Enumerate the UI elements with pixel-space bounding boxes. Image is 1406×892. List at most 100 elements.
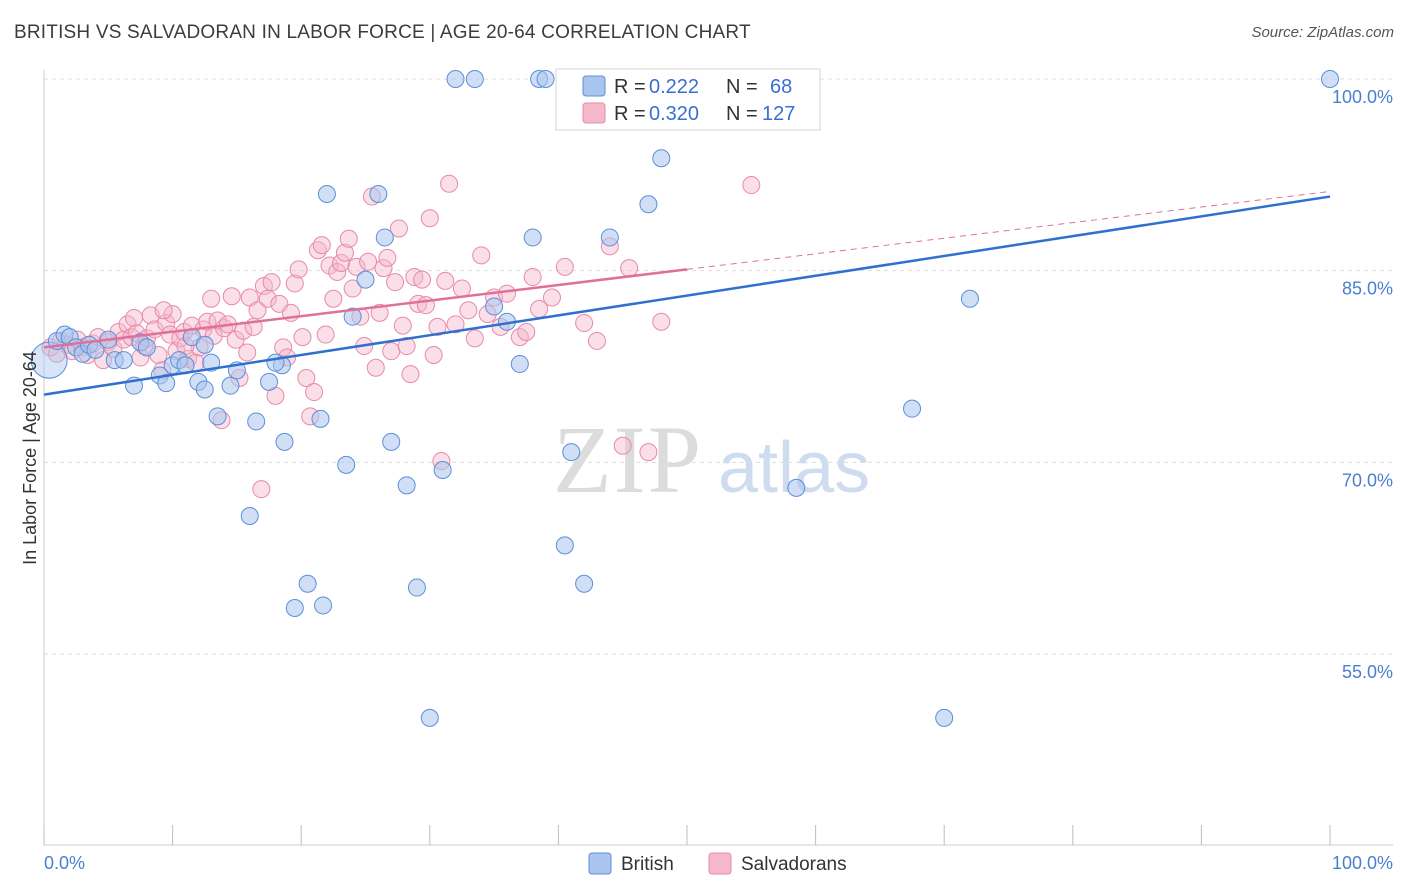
bottom-legend-british-label[interactable]: British (621, 854, 674, 875)
salvadoran-point-69 (316, 325, 335, 344)
british-point-59 (652, 149, 671, 168)
british-point-67 (195, 335, 214, 354)
y-axis-title: In Labor Force | Age 20-64 (20, 351, 40, 565)
salvadoran-point-80 (359, 252, 378, 271)
salvadoran-point-113 (523, 268, 542, 287)
salvadoran-point-82 (366, 358, 385, 377)
british-point-48 (485, 297, 504, 316)
british-point-32 (298, 574, 317, 593)
salvadoran-point-58 (274, 338, 293, 357)
salvadoran-point-55 (262, 273, 281, 292)
legend-salvadoran-n-value: 127 (762, 103, 795, 125)
british-point-37 (343, 307, 362, 326)
salvadoran-point-121 (620, 259, 639, 278)
salvadoran-point-74 (335, 243, 354, 262)
british-trend-line (43, 195, 1331, 396)
x-tick-label-right: 100.0% (1332, 853, 1393, 873)
salvadoran-point-110 (497, 284, 516, 303)
british-point-46 (446, 70, 465, 88)
salvadoran-point-52 (252, 480, 271, 499)
british-point-43 (407, 578, 426, 597)
legend-british-r-label: R = (614, 76, 646, 98)
salvadoran-point-123 (652, 312, 671, 331)
salvadoran-point-103 (452, 279, 471, 298)
salvadoran-point-126 (154, 301, 173, 320)
salvadoran-point-115 (542, 288, 561, 307)
british-point-44 (420, 708, 439, 727)
british-point-45 (433, 461, 452, 479)
british-point-27 (247, 412, 266, 431)
bottom-legend-british-swatch[interactable] (588, 852, 612, 875)
british-point-66 (266, 353, 285, 372)
salvadoran-point-64 (297, 369, 316, 387)
y-tick-label-0: 100.0% (1332, 87, 1393, 107)
salvadoran-point-84 (374, 259, 393, 278)
british-point-38 (356, 270, 375, 289)
salvadoran-point-98 (428, 317, 447, 336)
bottom-legend-salvadoran-label[interactable]: Salvadorans (741, 854, 847, 875)
salvadoran-point-38 (202, 289, 221, 308)
salvadoran-trend-line (43, 268, 688, 349)
british-point-28 (260, 372, 279, 391)
british-point-31 (285, 599, 304, 617)
british-point-36 (337, 455, 356, 474)
salvadoran-point-96 (420, 209, 439, 228)
watermark-zip: ZIP (553, 406, 703, 513)
salvadoran-point-71 (324, 289, 343, 308)
salvadoran-point-63 (293, 328, 312, 347)
chart-source: Source: ZipAtlas.com (1251, 24, 1394, 41)
british-point-51 (523, 228, 542, 247)
salvadoran-point-44 (222, 287, 241, 306)
salvadoran-point-62 (289, 260, 308, 279)
british-points (30, 70, 1339, 727)
british-point-34 (314, 596, 333, 615)
axes (43, 70, 1393, 846)
british-point-23 (208, 407, 227, 426)
salvadoran-point-106 (472, 246, 491, 265)
chart-title: BRITISH VS SALVADORAN IN LABOR FORCE | A… (14, 22, 751, 43)
british-point-57 (600, 228, 619, 247)
british-point-10 (114, 351, 133, 370)
british-point-13 (137, 338, 156, 357)
salvadoran-point-101 (440, 174, 459, 193)
grid-lines (44, 78, 1393, 655)
salvadoran-point-116 (555, 257, 574, 276)
bottom-legend-salvadoran-swatch[interactable] (708, 852, 732, 875)
series-legend: British Salvadorans (588, 852, 847, 875)
salvadoran-point-85 (378, 248, 397, 267)
british-point-55 (562, 443, 581, 462)
y-tick-label-2: 70.0% (1342, 470, 1393, 490)
british-point-63 (935, 708, 954, 727)
legend-salvadoran-r-label: R = (614, 103, 646, 125)
british-point-41 (382, 432, 401, 451)
salvadoran-point-94 (413, 270, 432, 289)
british-point-64 (960, 289, 979, 308)
british-point-26 (240, 507, 259, 525)
salvadoran-point-28 (163, 305, 182, 324)
british-point-61 (787, 478, 806, 497)
y-tick-label-1: 85.0% (1342, 279, 1393, 299)
salvadoran-point-87 (386, 273, 405, 292)
british-point-24 (221, 376, 240, 395)
salvadoran-point-100 (436, 271, 455, 290)
salvadoran-point-120 (613, 436, 632, 455)
salvadoran-point-122 (639, 443, 658, 462)
salvadoran-point-76 (343, 279, 362, 298)
legend-british-swatch (582, 75, 606, 97)
salvadoran-point-104 (459, 301, 478, 320)
british-point-62 (903, 399, 922, 418)
trend-lines (43, 190, 1331, 396)
legend-british-n-value: 68 (770, 76, 792, 98)
stats-legend: R = 0.222 N = 68 R = 0.320 N = 127 (555, 68, 821, 131)
salvadoran-point-91 (401, 365, 420, 384)
salvadoran-point-124 (742, 176, 761, 195)
british-point-54 (555, 536, 574, 555)
salvadoran-point-51 (248, 301, 267, 320)
salvadoran-point-86 (382, 342, 401, 361)
british-point-39 (369, 185, 388, 203)
salvadoran-point-105 (465, 329, 484, 348)
salvadoran-point-75 (339, 229, 358, 248)
y-tick-labels: 100.0% 85.0% 70.0% 55.0% (1332, 87, 1393, 682)
legend-british-r-value: 0.222 (649, 76, 699, 98)
british-point-65 (1321, 70, 1339, 88)
